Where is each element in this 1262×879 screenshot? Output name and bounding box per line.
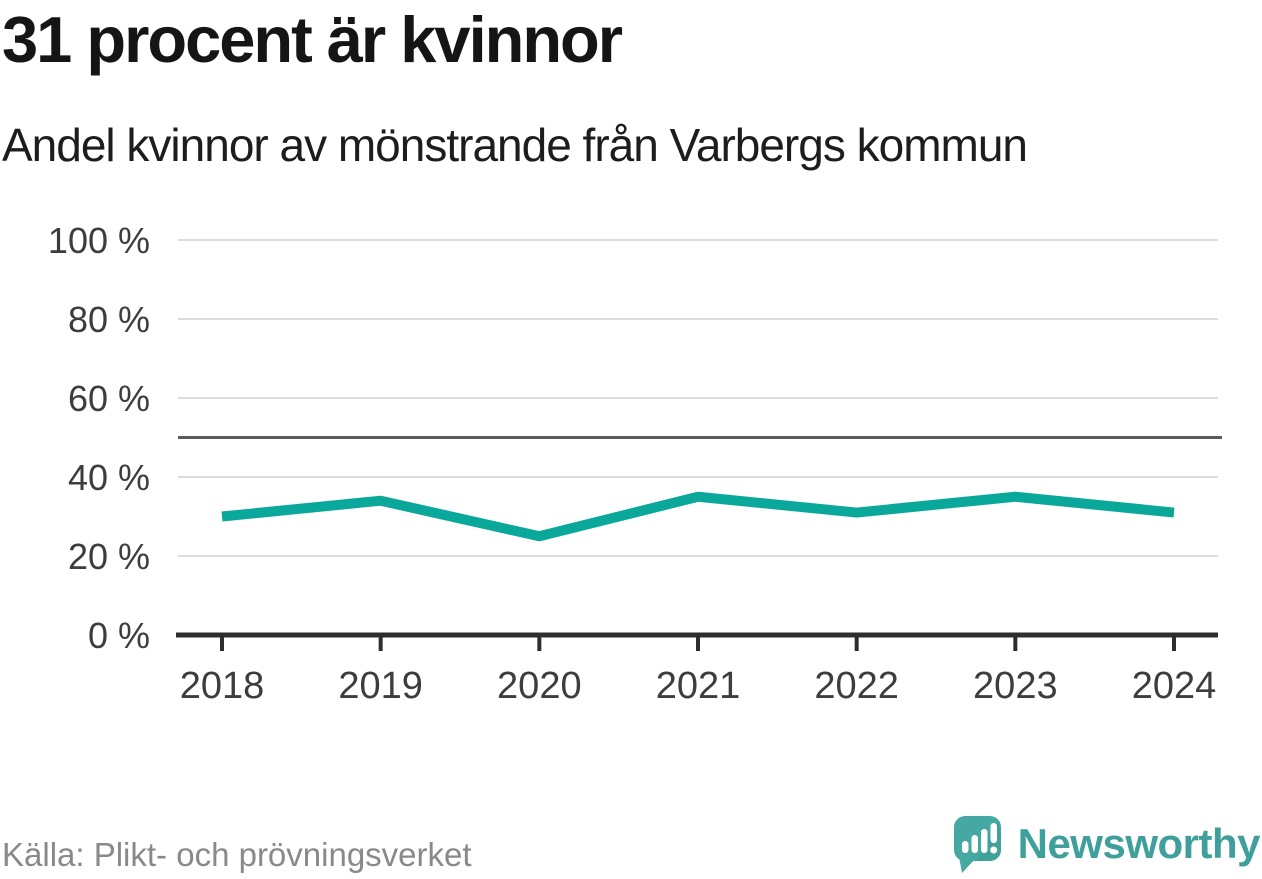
chart-title: 31 procent är kvinnor (2, 3, 623, 76)
y-axis-tick-label: 60 % (68, 378, 150, 419)
data-line (221, 491, 1175, 542)
y-axis-tick-label: 0 % (88, 615, 150, 656)
brand-logo: Newsworthy (946, 813, 1261, 875)
y-axis-tick-label: 100 % (48, 220, 150, 261)
source-caption: Källa: Plikt- och prövningsverket (2, 836, 472, 873)
y-axis-tick-label: 40 % (68, 457, 150, 498)
x-axis-tick-label: 2024 (1132, 665, 1217, 707)
x-axis-tick-label: 2022 (814, 665, 899, 707)
chart-subtitle: Andel kvinnor av mönstrande från Varberg… (2, 119, 1028, 171)
brand-wordmark: Newsworthy (1017, 820, 1261, 867)
y-axis-tick-label: 80 % (68, 299, 150, 340)
x-axis-tick-label: 2018 (180, 665, 265, 707)
x-axis-tick-label: 2019 (338, 665, 423, 707)
x-axis-tick-label: 2023 (973, 665, 1058, 707)
y-axis-tick-label: 20 % (68, 536, 150, 577)
newsworthy-logo-icon (953, 816, 1001, 873)
x-axis-tick-label: 2020 (497, 665, 582, 707)
x-axis-tick-label: 2021 (656, 665, 741, 707)
